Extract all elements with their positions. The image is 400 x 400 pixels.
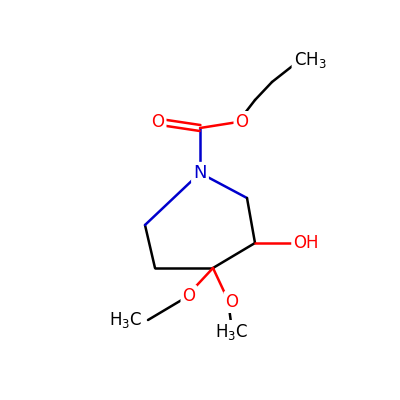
Text: H$_3$C: H$_3$C	[109, 310, 142, 330]
Text: H$_3$C: H$_3$C	[215, 322, 249, 342]
Text: N: N	[193, 164, 207, 182]
Text: O: O	[152, 113, 164, 131]
Text: OH: OH	[293, 234, 319, 252]
Text: O: O	[226, 293, 238, 311]
Text: CH$_3$: CH$_3$	[294, 50, 326, 70]
Text: O: O	[236, 113, 248, 131]
Text: O: O	[182, 287, 196, 305]
